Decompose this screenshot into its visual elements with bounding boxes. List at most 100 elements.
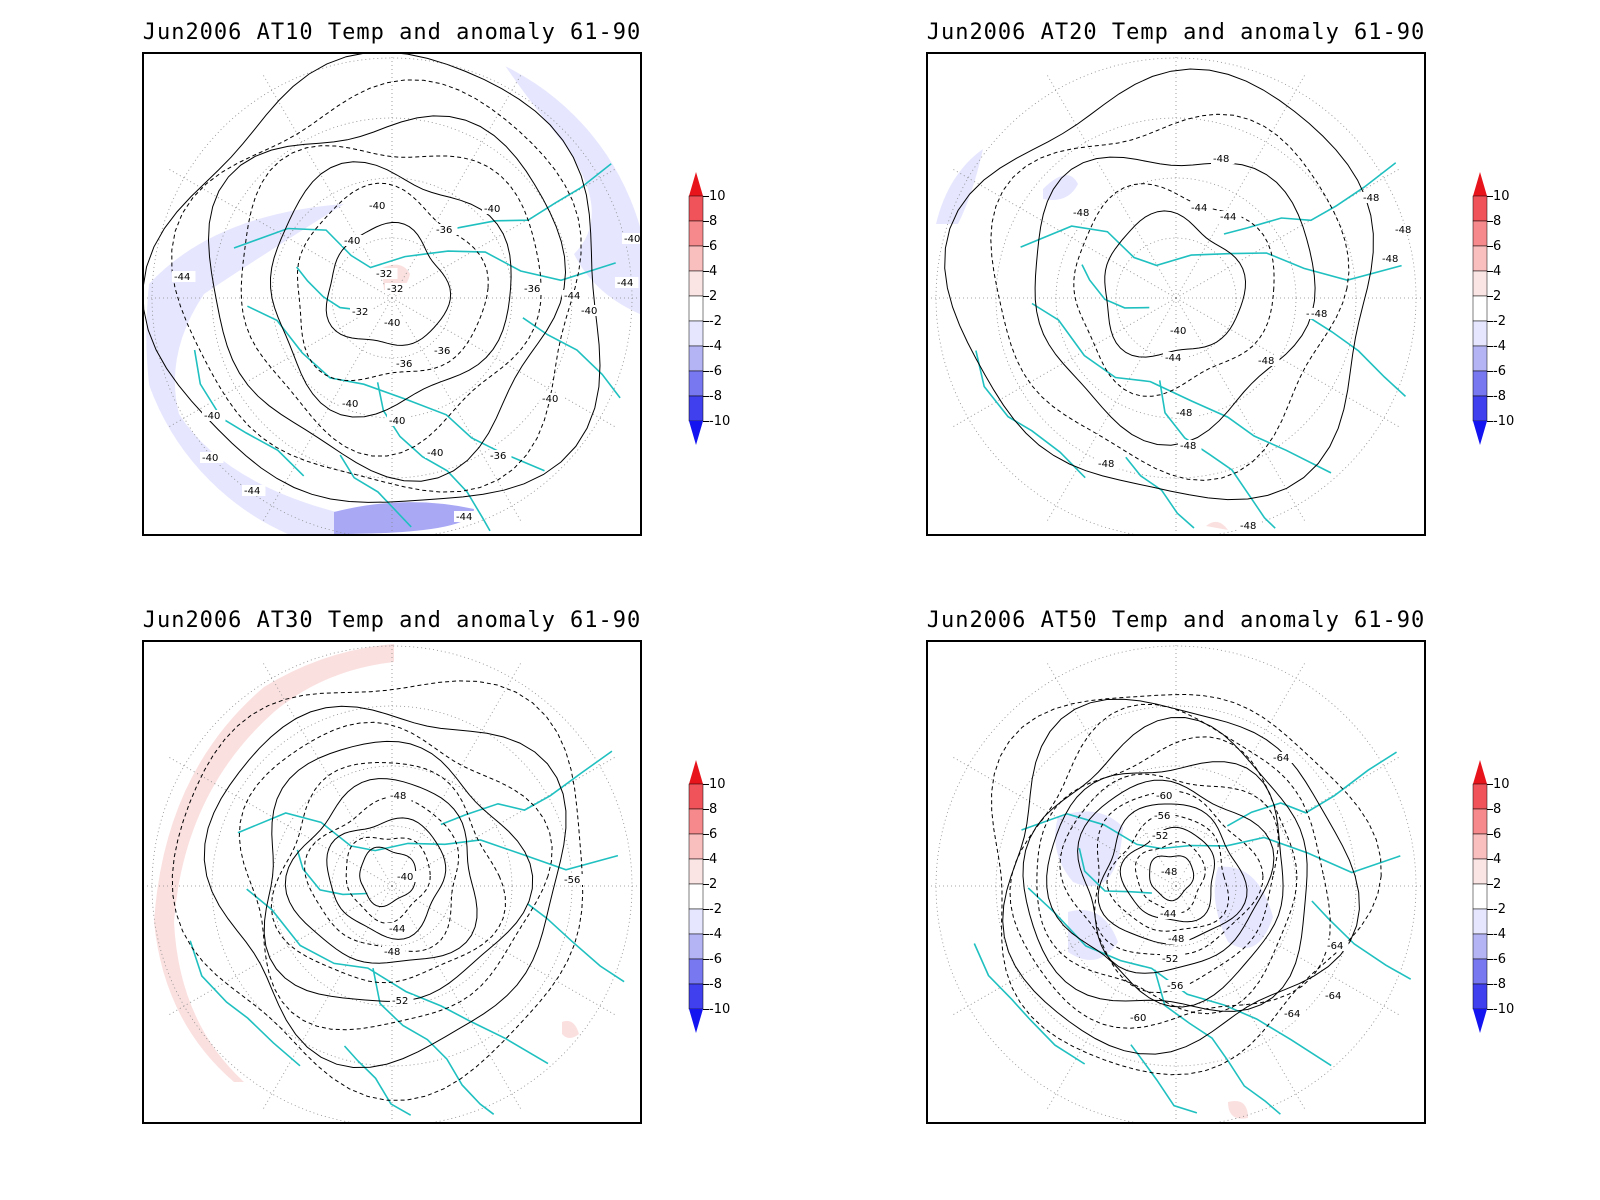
colorbar-swatch	[688, 783, 704, 810]
contour-label: -44	[456, 512, 472, 523]
contour-line	[944, 68, 1374, 501]
meridian-line	[261, 660, 393, 887]
meridian-line	[391, 167, 618, 299]
colorbar-swatch	[1472, 783, 1488, 810]
contour-label-bg	[540, 393, 564, 404]
colorbar-swatch	[1472, 245, 1488, 272]
contour-label: -60	[1156, 791, 1172, 802]
contour-label-bg	[1323, 990, 1347, 1001]
contour-label: -44	[1165, 353, 1181, 364]
contour-label: -36	[524, 284, 540, 295]
contour-label-bg	[1163, 352, 1187, 363]
colorbar-label: 8	[1493, 802, 1502, 817]
contour-line	[296, 182, 489, 382]
colorbar-scale	[688, 760, 704, 1033]
meridian-line	[1045, 297, 1177, 524]
colorbar-tick	[1487, 421, 1493, 422]
colorbar-tick	[1487, 346, 1493, 347]
contour-line	[1097, 803, 1248, 945]
contour-label-bg	[1189, 202, 1213, 213]
contour-label: -36	[434, 346, 450, 357]
colorbar-tick	[703, 421, 709, 422]
colorbar-label: -8	[709, 389, 722, 404]
contour-line	[1077, 779, 1275, 974]
colorbar-swatch	[688, 958, 704, 985]
contour-label: -48	[1161, 867, 1177, 878]
contour-label: -40	[427, 448, 443, 459]
contour-line	[304, 796, 460, 953]
contour-label: -48	[1395, 225, 1411, 236]
anomaly-outer-arc-west	[154, 644, 394, 1082]
contour-label-bg	[1256, 355, 1280, 366]
contour-label-bg	[1071, 207, 1095, 218]
colorbar-tick	[703, 296, 709, 297]
anomaly-south	[1228, 1101, 1248, 1119]
contour-label: -48	[384, 947, 400, 958]
map-canvas: -48 -48 -44 -44 -48 -48 -48 -48 -40 -44 -48 -48 -48 -…	[928, 54, 1424, 534]
colorbar-tick	[1487, 396, 1493, 397]
contour-label: -44	[389, 924, 405, 935]
meridian-line	[391, 297, 618, 429]
contour-label: -44	[1191, 203, 1207, 214]
colorbar-tick	[703, 221, 709, 222]
colorbar-max-arrow	[1473, 172, 1487, 196]
contour-label-bg	[395, 871, 419, 882]
colorbar-swatch	[1472, 858, 1488, 885]
colorbar-tick	[1487, 834, 1493, 835]
colorbar-label: 4	[709, 852, 718, 867]
contour-line	[240, 145, 542, 457]
contour-label: -48	[1213, 154, 1229, 165]
colorbar-tick	[703, 784, 709, 785]
contour-label-bg	[1152, 810, 1176, 821]
contour-label: -52	[392, 996, 408, 1007]
meridian-line	[166, 297, 393, 429]
contour-line	[263, 740, 534, 1002]
contour-line	[207, 115, 567, 482]
contour-line	[1059, 773, 1279, 994]
contour-line	[1094, 790, 1264, 956]
meridian-line	[1045, 885, 1177, 1112]
contour-label: -44	[564, 291, 580, 302]
panel-at20: Jun2006 AT20 Temp and anomaly 61-90 -48-…	[926, 0, 1600, 580]
contour-label-bg	[1218, 211, 1242, 222]
contour-line	[203, 705, 567, 1069]
contour-label-bg	[172, 271, 196, 282]
colorbar-label: 10	[1493, 189, 1510, 204]
polar-map: -48 -48 -44 -44 -48 -48 -48 -48 -40 -44 -48 -48 -48 -…	[926, 52, 1426, 536]
contour-label: -64	[1273, 753, 1289, 764]
panel-at50: Jun2006 AT50 Temp and anomaly 61-90 -64 -…	[926, 588, 1600, 1168]
colorbar-tick	[703, 809, 709, 810]
contour-label-bg	[382, 946, 406, 957]
contour-label: -36	[436, 225, 452, 236]
meridian-line	[261, 885, 393, 1112]
colorbar-swatch	[688, 933, 704, 960]
contour-label: -32	[376, 269, 392, 280]
colorbar-label: 2	[1493, 877, 1502, 892]
colorbar-tick	[1487, 371, 1493, 372]
contour-label: -48	[390, 791, 406, 802]
colorbar-max-arrow	[689, 760, 703, 784]
meridian-line	[166, 885, 393, 1017]
colorbar-tick	[703, 884, 709, 885]
anomaly-north-pacific	[504, 64, 640, 314]
colorbar-label: -4	[709, 339, 722, 354]
colorbar-label: -10	[709, 1002, 731, 1017]
contour-label: -56	[1167, 981, 1183, 992]
meridian-line	[391, 297, 523, 524]
panel-title: Jun2006 AT50 Temp and anomaly 61-90	[926, 608, 1426, 633]
contour-line	[345, 836, 431, 924]
contour-line	[284, 778, 478, 964]
colorbar-swatch	[688, 320, 704, 347]
contour-label: -40	[397, 872, 413, 883]
colorbar-label: 6	[709, 239, 718, 254]
contour-label-bg	[394, 358, 418, 369]
colorbar-tick	[703, 271, 709, 272]
anomaly-west-edge	[936, 149, 983, 224]
coastline	[189, 747, 625, 1116]
meridian-line	[391, 72, 523, 299]
colorbar-tick	[1487, 884, 1493, 885]
contour-line	[991, 693, 1382, 1076]
contour-label-bg	[382, 317, 406, 328]
contour-label: -48	[1258, 356, 1274, 367]
anomaly-europe	[1214, 866, 1273, 949]
